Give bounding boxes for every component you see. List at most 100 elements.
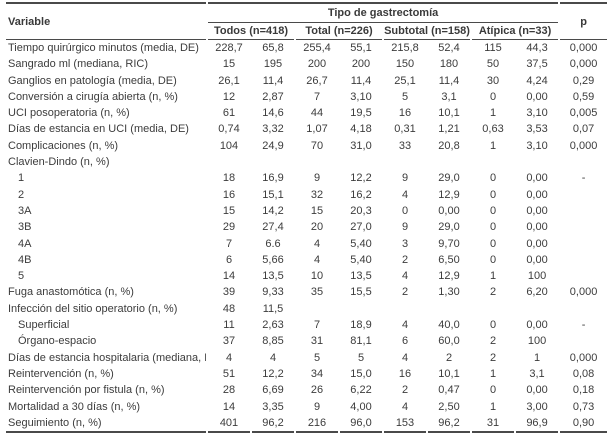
value-cell: 65,8 (262, 42, 284, 54)
value-cell: 6,50 (438, 253, 460, 266)
p-value-cell (560, 154, 607, 170)
value-cell: 37,5 (526, 58, 548, 71)
value-cell: 26 (310, 384, 324, 397)
row-label: 4B (18, 253, 32, 266)
value-cell: 20,8 (438, 139, 460, 152)
value-cell: 2 (489, 351, 497, 364)
value-cell: 5 (401, 90, 409, 103)
value-cell: 2 (401, 384, 409, 397)
value-cell: 215,8 (391, 42, 419, 54)
table-row: Conversión a cirugía abierta (n, %) 12 2,8… (6, 89, 607, 105)
value-cell: 70 (310, 139, 324, 152)
column-header-subtotal: Subtotal (n=158) (384, 23, 470, 40)
value-cell: 15,5 (350, 286, 372, 299)
value-cell: 1,07 (306, 123, 328, 136)
value-cell: 3,1 (529, 367, 545, 380)
row-label: Reintervención (n, %) (8, 367, 114, 380)
row-label: 3A (18, 204, 32, 217)
value-cell: 18,9 (350, 319, 372, 332)
table-row: 5 14 13,5 10 13,5 4 12,9 1 100 (6, 268, 607, 284)
value-cell: 0 (489, 253, 497, 266)
value-cell: 10,1 (438, 367, 460, 380)
value-cell: 0 (489, 172, 497, 185)
value-cell: 19,5 (350, 107, 372, 120)
value-cell: 14 (222, 270, 236, 283)
value-cell: 15 (222, 204, 236, 217)
value-cell: 1,21 (438, 123, 460, 136)
value-cell: 31 (472, 415, 514, 434)
value-cell: 0,00 (526, 384, 548, 397)
value-cell: 195 (263, 58, 283, 71)
p-value-cell (560, 333, 607, 349)
table-row: Sangrado ml (mediana, RIC) 15 195 200 200 150… (6, 56, 607, 72)
value-cell: 27,4 (262, 221, 284, 234)
value-cell: 115 (484, 42, 502, 54)
value-cell: 228,7 (215, 42, 243, 54)
value-cell: 9 (401, 172, 409, 185)
value-cell: 96,9 (516, 415, 559, 434)
value-cell: 3,10 (526, 139, 548, 152)
value-cell: 0,00 (526, 172, 548, 185)
value-cell: 0 (489, 221, 497, 234)
value-cell: 4 (269, 351, 277, 364)
value-cell: 0,00 (526, 188, 548, 201)
row-label: Fuga anastomótica (n, %) (8, 286, 134, 299)
value-cell: 1 (489, 367, 497, 380)
table-row: 3B 29 27,4 20 27,0 9 29,0 0 0,00 (6, 219, 607, 235)
row-label: 1 (18, 172, 25, 185)
p-value-cell: 0,000 (569, 42, 598, 54)
value-cell: 18 (222, 172, 236, 185)
value-cell: 16 (222, 188, 236, 201)
table-row: Ganglios en patología (media, DE) 26,1 11,… (6, 73, 607, 89)
value-cell: 255,4 (303, 42, 331, 54)
row-label: Complicaciones (n, %) (8, 139, 119, 152)
value-cell: 2 (489, 335, 497, 348)
value-cell: 1 (489, 107, 497, 120)
value-cell: 9,33 (262, 286, 284, 299)
value-cell: 24,9 (262, 139, 284, 152)
value-cell (516, 154, 558, 170)
table-row: Reintervención por fistula (n, %) 28 6,69 2… (6, 382, 607, 398)
value-cell: 20,3 (350, 204, 372, 217)
value-cell: 14,2 (262, 204, 284, 217)
value-cell: 216 (296, 415, 338, 434)
value-cell: 31,0 (350, 139, 372, 152)
p-value-cell (560, 252, 607, 268)
table-row: Infección del sitio operatorio (n, %) 48 1… (6, 301, 607, 317)
value-cell: 30 (486, 74, 500, 87)
value-cell: 4 (401, 351, 409, 364)
value-cell: 0,31 (394, 123, 416, 136)
value-cell: 8,85 (262, 335, 284, 348)
value-cell: 29 (222, 221, 236, 234)
column-header-variable: Variable (6, 2, 206, 40)
value-cell: 44 (310, 107, 324, 120)
value-cell: 4 (401, 400, 409, 413)
column-header-atipica: Atípica (n=33) (472, 23, 559, 40)
row-label: Superficial (18, 319, 70, 332)
value-cell: 7 (313, 319, 321, 332)
value-cell: 28 (222, 384, 236, 397)
value-cell: 5,40 (350, 237, 372, 250)
p-value-cell: 0,005 (569, 107, 598, 120)
value-cell: 0,63 (482, 123, 504, 136)
value-cell: 37 (222, 335, 236, 348)
value-cell: 16 (398, 367, 412, 380)
p-value-cell: 0,73 (572, 400, 595, 413)
p-value-cell (560, 268, 607, 284)
value-cell: 10 (310, 270, 324, 283)
value-cell: 61 (222, 107, 236, 120)
table-row: Tiempo quirúrgico minutos (media, DE) 228… (6, 40, 607, 56)
value-cell: 0,00 (526, 221, 548, 234)
value-cell: 15 (310, 204, 324, 217)
value-cell: 1,30 (438, 286, 460, 299)
value-cell: 4,00 (350, 400, 372, 413)
value-cell: 1 (533, 351, 541, 364)
value-cell: 0 (489, 384, 497, 397)
value-cell: 27,0 (350, 221, 372, 234)
value-cell: 4 (225, 351, 233, 364)
value-cell: 0 (401, 204, 409, 217)
value-cell: 4 (313, 253, 321, 266)
value-cell: 0,00 (438, 204, 460, 217)
value-cell: 11,4 (350, 74, 372, 87)
row-label: Órgano-espacio (18, 335, 97, 348)
